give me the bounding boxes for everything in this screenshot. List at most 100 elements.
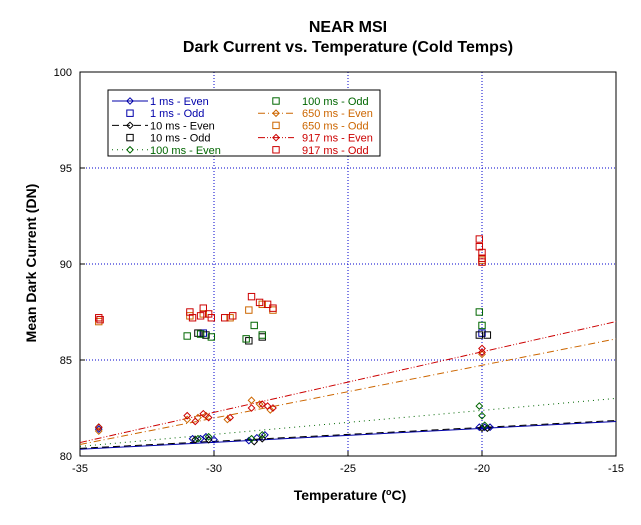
data-point — [478, 321, 486, 330]
y-tick-label: 100 — [54, 67, 72, 79]
legend-label: 650 ms - Odd — [302, 120, 369, 132]
data-point — [204, 413, 213, 422]
data-point — [204, 435, 213, 444]
data-point — [258, 331, 266, 339]
data-point — [478, 348, 486, 357]
data-point — [245, 337, 253, 345]
data-point — [95, 317, 103, 326]
data-point — [475, 402, 484, 410]
data-point — [475, 235, 484, 243]
legend-label: 917 ms - Odd — [302, 145, 369, 157]
data-point — [478, 411, 486, 420]
legend-entry: 650 ms - Odd — [272, 120, 369, 132]
data-point — [245, 306, 253, 314]
data-point — [242, 335, 250, 343]
data-point — [247, 404, 256, 412]
y-tick-label: 85 — [60, 355, 72, 367]
data-point — [199, 409, 208, 418]
data-point — [194, 329, 202, 337]
data-point — [263, 402, 272, 410]
legend-marker — [272, 121, 280, 130]
data-point — [199, 329, 207, 337]
legend-marker — [126, 109, 134, 117]
x-tick-label: -20 — [474, 463, 490, 475]
data-point — [96, 315, 104, 324]
y-tick-label: 80 — [60, 451, 72, 463]
legend-label: 10 ms - Odd — [150, 133, 211, 145]
chart-subtitle: Dark Current vs. Temperature (Cold Temps… — [183, 39, 513, 56]
legend-entry: 10 ms - Odd — [126, 133, 211, 145]
legend-entry: 100 ms - Odd — [272, 96, 369, 108]
data-point — [478, 329, 486, 337]
data-point — [480, 421, 489, 430]
data-point — [250, 437, 259, 446]
data-point — [196, 330, 205, 338]
legend-marker — [126, 121, 134, 130]
data-point — [263, 300, 272, 309]
data-point — [196, 434, 205, 443]
data-point — [188, 314, 197, 322]
data-point — [258, 300, 266, 309]
legend-label: 100 ms - Odd — [302, 96, 369, 108]
data-point — [229, 312, 237, 320]
data-point — [204, 432, 213, 441]
data-point — [186, 312, 194, 320]
data-point — [226, 314, 234, 322]
data-point — [204, 310, 213, 318]
data-point — [478, 344, 486, 353]
legend-marker — [126, 145, 134, 154]
legend-label: 917 ms - Even — [302, 133, 373, 145]
data-point — [207, 314, 216, 322]
fit-line — [79, 321, 617, 444]
fit-line — [79, 420, 617, 450]
data-point — [183, 411, 192, 420]
data-point — [194, 434, 202, 443]
data-point — [258, 333, 266, 341]
legend-entry: 1 ms - Odd — [126, 108, 204, 120]
legend-label: 1 ms - Even — [150, 96, 209, 108]
data-point — [226, 413, 234, 422]
y-tick-label: 95 — [60, 163, 72, 175]
x-tick-label: -15 — [608, 463, 624, 475]
data-point — [258, 400, 267, 409]
legend-label: 10 ms - Even — [150, 120, 215, 132]
data-point — [483, 331, 492, 339]
data-point — [95, 314, 103, 322]
data-point — [483, 424, 492, 433]
data-point — [478, 254, 486, 262]
data-point — [94, 427, 103, 435]
x-axis-label: Temperature (oC) — [294, 487, 407, 503]
legend-marker — [126, 97, 134, 105]
fit-line — [79, 419, 617, 449]
data-point — [475, 243, 484, 251]
data-point — [244, 436, 253, 445]
y-axis-label: Mean Dark Current (DN) — [23, 184, 39, 343]
data-point — [207, 333, 216, 341]
data-point — [258, 434, 267, 443]
x-tick-label: -35 — [72, 463, 88, 475]
data-point — [258, 430, 267, 439]
data-point — [475, 308, 484, 316]
data-point — [247, 396, 256, 405]
legend-marker — [272, 97, 280, 105]
data-point — [255, 298, 264, 307]
data-point — [210, 435, 218, 444]
data-point — [223, 415, 232, 424]
legend-label: 1 ms - Odd — [150, 108, 204, 120]
legend-marker — [272, 109, 280, 118]
data-point — [478, 258, 486, 266]
data-point — [186, 308, 194, 316]
legend-box — [107, 89, 381, 157]
legend-entry: 1 ms - Even — [112, 96, 209, 108]
x-tick-label: -25 — [340, 463, 356, 475]
data-point — [199, 304, 207, 312]
legend-entry: 650 ms - Even — [258, 108, 373, 120]
x-tick-label: -30 — [206, 463, 222, 475]
legend-marker — [126, 133, 134, 142]
legend-entry: 100 ms - Even — [112, 145, 221, 157]
chart-title: NEAR MSI — [309, 19, 387, 36]
data-point — [478, 248, 486, 257]
plot-area — [79, 71, 617, 457]
